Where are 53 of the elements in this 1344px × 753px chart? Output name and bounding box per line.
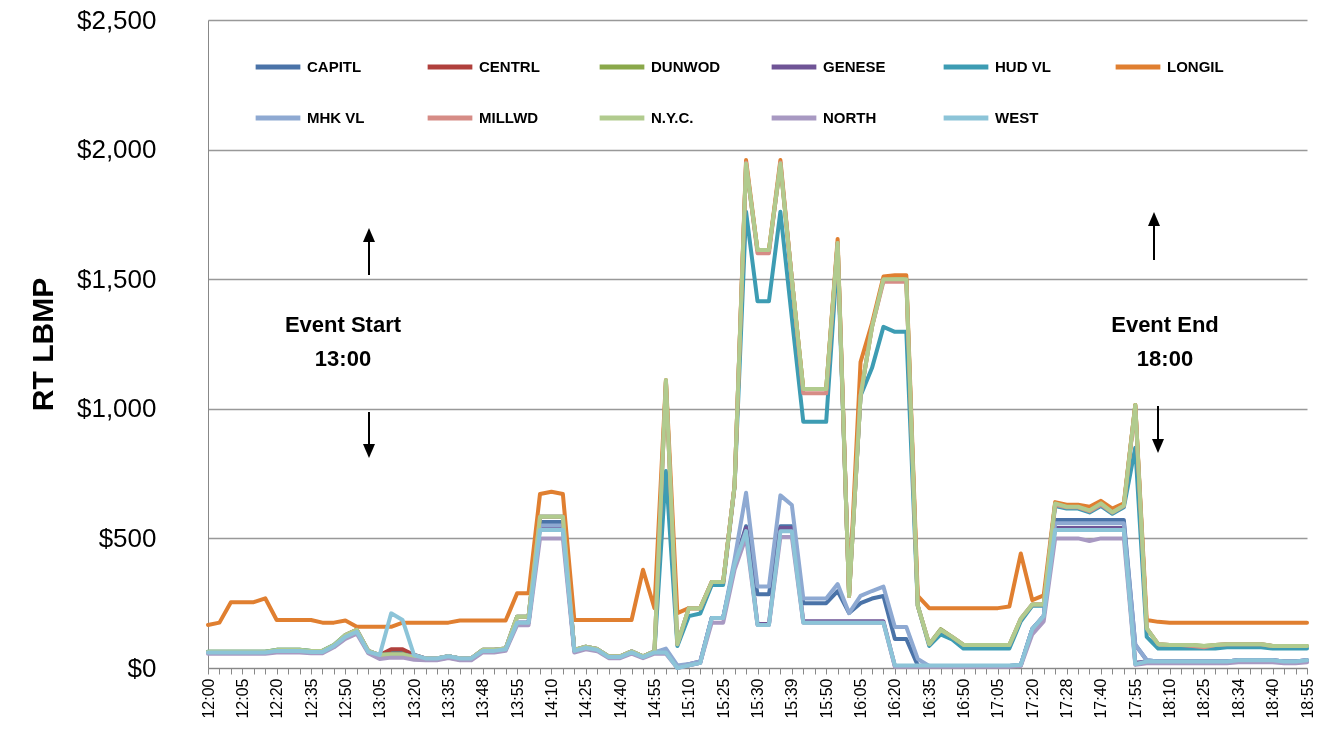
legend-label: NORTH xyxy=(823,109,877,126)
x-tick-label: 14:10 xyxy=(542,678,560,719)
x-tick-label: 18:10 xyxy=(1161,678,1179,719)
x-tick-label: 15:25 xyxy=(714,678,732,719)
x-tick-label: 15:50 xyxy=(817,678,835,719)
x-tick-label: 18:55 xyxy=(1298,678,1316,719)
x-tick-label: 14:25 xyxy=(577,678,595,719)
x-tick-label: 16:35 xyxy=(920,678,938,719)
y-tick-label: $0 xyxy=(127,652,157,683)
x-tick-label: 14:40 xyxy=(611,678,629,719)
x-tick-label: 14:55 xyxy=(645,678,663,719)
x-tick-label: 12:05 xyxy=(233,678,251,719)
x-tick-label: 17:55 xyxy=(1126,678,1144,719)
x-tick-label: 13:20 xyxy=(405,678,423,719)
legend-label: WEST xyxy=(995,109,1039,126)
x-tick-label: 17:28 xyxy=(1058,678,1076,719)
x-tick-label: 13:48 xyxy=(474,678,492,719)
legend-label: GENESE xyxy=(823,58,886,75)
x-tick-label: 13:35 xyxy=(439,678,457,719)
x-tick-label: 16:50 xyxy=(955,678,973,719)
legend-label: CENTRL xyxy=(479,58,540,75)
y-tick-label: $1,500 xyxy=(76,263,157,294)
x-tick-label: 12:35 xyxy=(302,678,320,719)
legend-label: DUNWOD xyxy=(651,58,721,75)
y-tick-label: $1,000 xyxy=(76,393,157,424)
x-tick-label: 17:40 xyxy=(1092,678,1110,719)
x-tick-label: 12:20 xyxy=(268,678,286,719)
legend-label: HUD VL xyxy=(995,58,1051,75)
y-tick-label: $2,000 xyxy=(76,134,157,165)
legend-label: MILLWD xyxy=(479,109,539,126)
annotation: Event End 18:00 xyxy=(1111,312,1219,371)
legend-label: CAPITL xyxy=(307,58,362,75)
x-tick-label: 17:05 xyxy=(989,678,1007,719)
x-tick-label: 16:05 xyxy=(852,678,870,719)
x-tick-label: 18:34 xyxy=(1229,678,1247,719)
y-axis-title: RT LBMP xyxy=(25,277,59,412)
y-tick-label: $2,500 xyxy=(76,4,157,35)
x-tick-label: 13:55 xyxy=(508,678,526,719)
legend-label: N.Y.C. xyxy=(651,109,694,126)
x-tick-label: 17:20 xyxy=(1023,678,1041,719)
x-tick-label: 15:10 xyxy=(680,678,698,719)
x-tick-label: 18:40 xyxy=(1264,678,1282,719)
x-tick-label: 12:00 xyxy=(199,678,217,719)
x-tick-label: 12:50 xyxy=(336,678,354,719)
x-tick-label: 13:05 xyxy=(371,678,389,719)
x-tick-label: 16:20 xyxy=(886,678,904,719)
x-tick-label: 15:39 xyxy=(783,678,801,719)
legend-label: MHK VL xyxy=(307,109,365,126)
legend-label: LONGIL xyxy=(1167,58,1224,75)
annotation: Event Start 13:00 xyxy=(284,312,402,371)
y-tick-label: $500 xyxy=(98,522,157,553)
x-tick-label: 18:25 xyxy=(1195,678,1213,719)
x-tick-label: 15:30 xyxy=(749,678,766,719)
